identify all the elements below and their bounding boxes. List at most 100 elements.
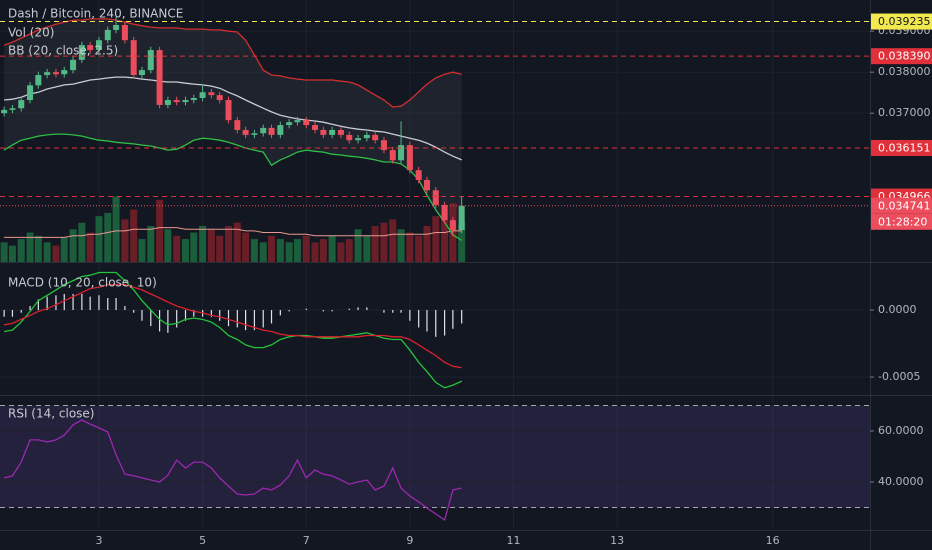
volume-bar — [285, 242, 293, 262]
volume-bar — [43, 242, 51, 262]
volume-bar — [121, 219, 129, 262]
volume-legend: Vol (20) — [8, 26, 54, 40]
volume-bar — [26, 232, 34, 262]
volume-bar — [389, 219, 397, 262]
volume-bar — [156, 199, 164, 262]
volume-bar — [415, 235, 423, 262]
volume-bar — [130, 209, 138, 262]
volume-bar — [138, 239, 146, 262]
candle-body — [52, 72, 59, 75]
y-tick-label: 0.0000 — [878, 303, 917, 316]
candle-body — [208, 92, 215, 96]
candle-body — [61, 70, 68, 75]
candle-body — [415, 170, 422, 180]
candle-body — [406, 145, 413, 171]
candle-body — [121, 25, 128, 41]
volume-bar — [302, 235, 310, 262]
volume-bar — [371, 225, 379, 262]
volume-bar — [242, 232, 250, 262]
candle-body — [164, 100, 171, 105]
y-tick-label: 0.037000 — [878, 106, 931, 119]
macd-line — [3, 271, 462, 389]
volume-bar — [363, 235, 371, 262]
volume-bar — [147, 225, 155, 262]
volume-bar — [8, 245, 16, 262]
volume-bar — [199, 225, 207, 262]
volume-bar — [60, 237, 68, 262]
candle-body — [423, 179, 430, 191]
candle-body — [173, 100, 180, 103]
candle-body — [113, 25, 120, 30]
volume-bar — [354, 229, 362, 262]
volume-bar — [86, 232, 94, 262]
candle-body — [449, 220, 456, 231]
candle-body — [389, 150, 396, 161]
symbol-title: Dash / Bitcoin, 240, BINANCE — [8, 7, 183, 21]
x-tick-label: 13 — [610, 534, 624, 547]
volume-bar — [216, 235, 224, 262]
volume-bar — [78, 222, 86, 262]
price-tag-label: 0.038390 — [878, 50, 931, 63]
volume-bar — [432, 216, 440, 262]
volume-bar — [233, 222, 241, 262]
candle-body — [225, 100, 232, 121]
volume-bar — [259, 242, 267, 262]
volume-bar — [17, 239, 25, 262]
candle-body — [190, 97, 197, 101]
volume-bar — [276, 239, 284, 262]
volume-bar — [441, 212, 449, 262]
candle-body — [242, 129, 249, 135]
volume-bar — [328, 235, 336, 262]
candle-body — [355, 138, 362, 141]
volume-bar — [380, 222, 388, 262]
candle-body — [380, 140, 387, 151]
x-tick-label: 11 — [507, 534, 521, 547]
volume-bar — [311, 242, 319, 262]
candle-body — [44, 72, 51, 76]
bb-line — [3, 18, 462, 108]
rsi-line — [3, 419, 462, 522]
candle-body — [458, 205, 465, 231]
price-tag-label: 0.039235 — [878, 15, 931, 28]
candle-body — [372, 134, 379, 141]
volume-bar — [112, 196, 120, 262]
volume-bar — [423, 225, 431, 262]
volume-bar — [293, 239, 301, 262]
candle-body — [312, 125, 319, 130]
rsi-legend: RSI (14, close) — [8, 407, 94, 421]
x-tick-label: 7 — [303, 534, 310, 547]
x-tick-label: 9 — [406, 534, 413, 547]
countdown-label: 01:28:20 — [878, 215, 927, 228]
candle-body — [329, 129, 336, 135]
price-tag — [871, 13, 932, 30]
volume-bar — [0, 242, 8, 262]
volume-bar — [69, 229, 77, 262]
candle-body — [337, 129, 344, 135]
volume-bar — [458, 222, 466, 262]
volume-bar — [337, 242, 345, 262]
candle-body — [294, 120, 301, 123]
volume-bar — [406, 232, 414, 262]
y-tick-label: 60.0000 — [878, 424, 924, 437]
x-tick-label: 5 — [199, 534, 206, 547]
candle-body — [432, 190, 439, 206]
candle-body — [130, 40, 137, 76]
candle-body — [95, 40, 102, 51]
candle-body — [156, 50, 163, 105]
candle-body — [78, 45, 85, 60]
candle-body — [104, 29, 111, 41]
candle-body — [268, 127, 275, 135]
rsi-band-fill — [0, 405, 870, 508]
candle-body — [182, 100, 189, 103]
volume-bar — [182, 239, 190, 262]
candle-body — [87, 45, 94, 51]
volume-bar — [250, 239, 258, 262]
candle-body — [138, 70, 145, 76]
macd-legend: MACD (10, 20, close, 10) — [8, 276, 157, 290]
price-tag — [871, 48, 932, 65]
volume-bar — [34, 235, 42, 262]
volume-bar — [225, 225, 233, 262]
